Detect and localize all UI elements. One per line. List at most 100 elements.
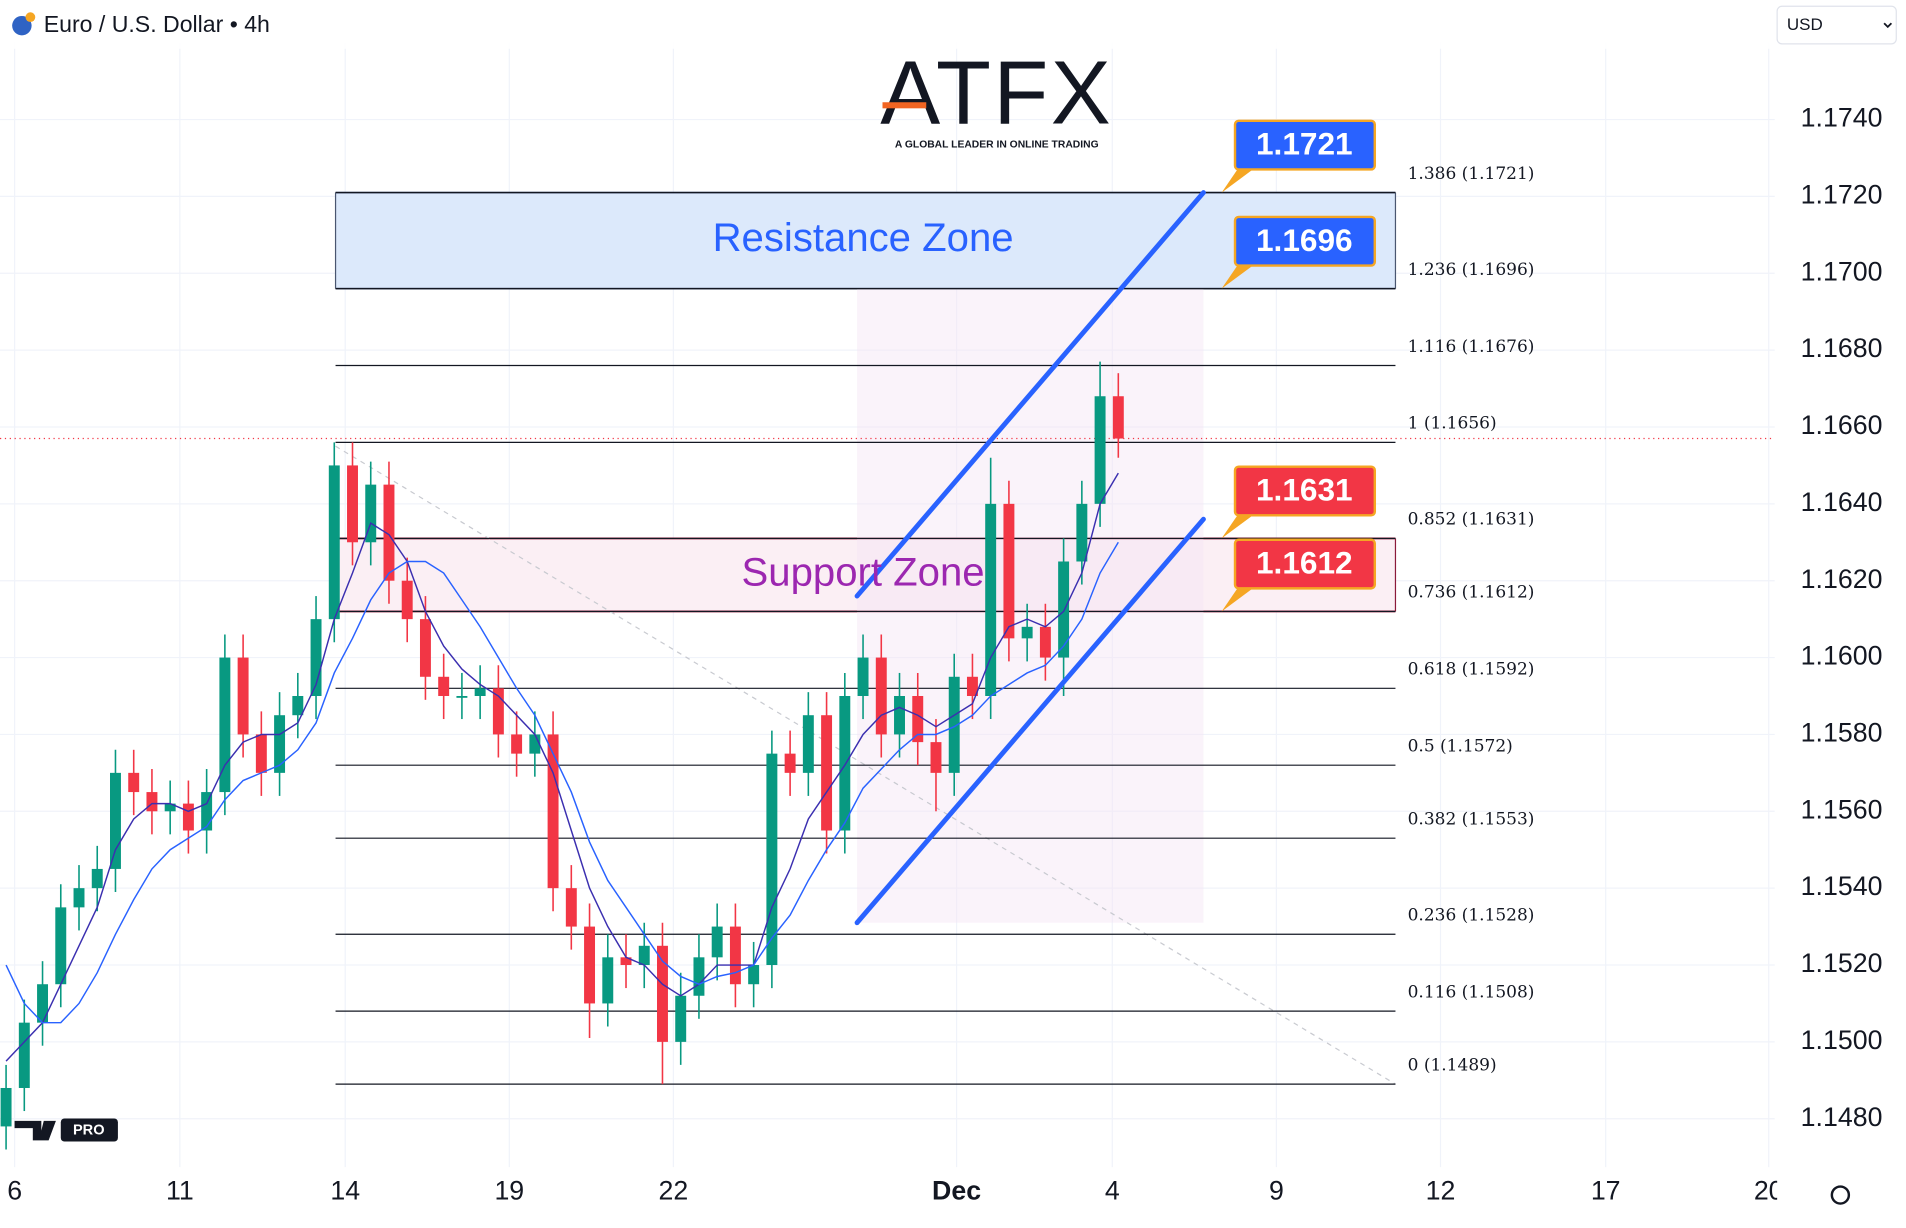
candle-body <box>857 657 869 696</box>
x-tick-label: Dec <box>932 1176 981 1206</box>
candle-body <box>274 715 286 773</box>
candle-body <box>255 734 267 773</box>
symbol-icon-dot <box>25 12 36 23</box>
candle-body <box>201 792 213 831</box>
candle-body <box>237 657 249 735</box>
candle-body <box>675 995 687 1042</box>
fib-label: 1.236 (1.1696) <box>1408 260 1535 280</box>
fib-label: 0.236 (1.1528) <box>1408 906 1535 926</box>
fib-label: 1.116 (1.1676) <box>1408 337 1535 357</box>
callout-label: 1.1612 <box>1256 545 1353 581</box>
candle-body <box>948 676 960 773</box>
y-tick-label: 1.1520 <box>1801 948 1883 978</box>
candle-body <box>657 945 668 1042</box>
currency-label[interactable]: USD <box>1787 15 1823 34</box>
x-tick-label: 19 <box>494 1176 524 1206</box>
candle-body <box>310 619 322 696</box>
x-tick-label: 6 <box>7 1176 22 1206</box>
candle-body <box>748 965 760 985</box>
candle-body <box>292 695 304 716</box>
y-tick-label: 1.1620 <box>1801 564 1883 594</box>
y-tick-label: 1.1680 <box>1801 333 1883 363</box>
settings-icon[interactable] <box>1830 1185 1851 1205</box>
candle-body <box>547 734 559 889</box>
y-tick-label: 1.1700 <box>1801 256 1883 286</box>
candle-body <box>383 484 395 581</box>
y-tick-label: 1.1580 <box>1801 717 1883 747</box>
candle-body <box>620 957 632 966</box>
candle-body <box>1039 626 1051 658</box>
candle-body <box>1003 503 1015 639</box>
candle-body <box>729 926 741 985</box>
zone-label: Resistance Zone <box>713 216 1014 260</box>
candle-body <box>894 695 905 735</box>
fib-label: 0.852 (1.1631) <box>1408 510 1535 530</box>
candle-body <box>164 803 176 812</box>
x-tick-label: 17 <box>1591 1176 1621 1206</box>
fib-label: 1 (1.1656) <box>1408 414 1497 434</box>
candle-body <box>711 926 723 958</box>
currency-chevron[interactable] <box>1883 22 1893 29</box>
x-tick-label: 22 <box>659 1176 689 1206</box>
x-tick-label: 20 <box>1754 1176 1784 1206</box>
y-tick-label: 1.1540 <box>1801 871 1883 901</box>
y-tick-label: 1.1720 <box>1801 179 1883 209</box>
logo: ATFX <box>880 44 1113 144</box>
y-tick-label: 1.1560 <box>1801 794 1883 824</box>
x-axis: 6 11 14 19 22 Dec 4 9 12 17 20 <box>7 1176 1784 1206</box>
channel-shade <box>857 288 1204 923</box>
candle-body <box>492 688 504 735</box>
channel-line <box>854 516 1206 926</box>
candle-body <box>784 753 796 773</box>
moving-average <box>5 541 1119 1024</box>
candle-body <box>602 957 614 1004</box>
candle-body <box>565 888 577 927</box>
candle-body <box>91 868 103 889</box>
zone <box>335 538 1396 612</box>
callout-pointer <box>1221 261 1255 289</box>
candle-body <box>401 580 413 620</box>
drawings <box>0 191 1775 1085</box>
candle-body <box>1058 561 1070 658</box>
candle-body <box>1021 626 1033 639</box>
candle-body <box>966 676 978 696</box>
symbol-icon <box>12 15 32 36</box>
y-tick-label: 1.1480 <box>1801 1102 1883 1132</box>
callout-pointer <box>1221 511 1255 539</box>
x-tick-label: 4 <box>1105 1176 1120 1206</box>
pro-badge <box>60 1118 118 1142</box>
candle-body <box>930 742 942 773</box>
candle-body <box>110 772 121 869</box>
candle-body <box>347 465 358 543</box>
candle-body <box>693 957 705 996</box>
moving-average <box>5 472 1119 1062</box>
pro-label: PRO <box>73 1122 105 1138</box>
fib-label: 0.116 (1.1508) <box>1408 982 1535 1002</box>
candle-body <box>912 695 924 743</box>
currency-select[interactable] <box>1776 5 1897 45</box>
candle-body <box>419 619 431 677</box>
x-tick-label: 14 <box>330 1176 360 1206</box>
candle-body <box>219 657 231 793</box>
x-tick-label: 11 <box>166 1176 194 1206</box>
fib-label: 0.382 (1.1553) <box>1408 809 1535 829</box>
candle-body <box>128 772 140 793</box>
callout-box <box>1233 465 1377 517</box>
candle-body <box>438 676 450 696</box>
callout-label: 1.1696 <box>1256 222 1353 258</box>
callout-label: 1.1631 <box>1256 472 1353 508</box>
candle-body <box>73 888 85 908</box>
candle-body <box>766 753 778 966</box>
candle-body <box>584 926 596 1004</box>
y-tick-label: 1.1600 <box>1801 641 1883 671</box>
x-tick-label: 12 <box>1426 1176 1456 1206</box>
candle-body <box>182 803 194 831</box>
channel-line <box>854 190 1206 599</box>
logo-bar <box>882 102 927 109</box>
fib-label: 0.736 (1.1612) <box>1408 583 1535 603</box>
callout-box <box>1233 215 1377 267</box>
y-axis: 1.1480 1.1500 1.1520 1.1540 1.1560 1.1580 1.16… <box>1801 103 1883 1132</box>
fib-label: 0 (1.1489) <box>1408 1055 1497 1075</box>
candle-body <box>821 715 833 831</box>
